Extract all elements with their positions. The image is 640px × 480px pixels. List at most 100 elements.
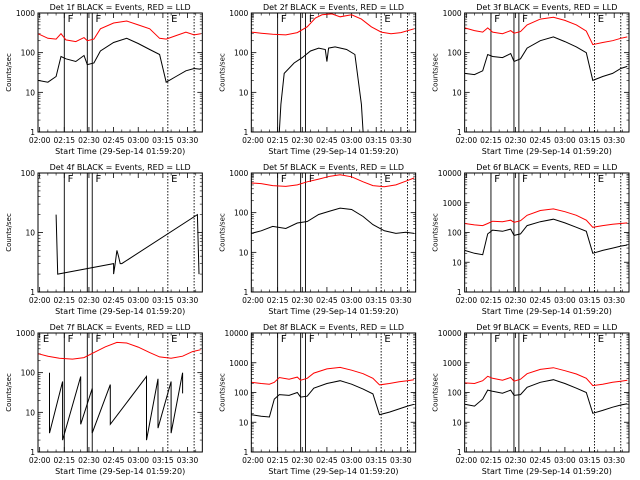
x-tick-label: 02:45 — [103, 456, 125, 465]
lld-series-line — [251, 174, 415, 188]
panel-det-2: Det 2f BLACK = Events, RED = LLD Counts/s… — [218, 3, 417, 156]
x-tick-label: 02:15 — [267, 296, 289, 305]
panel-det-7: Det 7f BLACK = Events, RED = LLD Counts/s… — [5, 323, 203, 476]
panel-det-9: Det 9f BLACK = Events, RED = LLD Counts/s… — [432, 323, 630, 476]
x-tick-label: 02:30 — [291, 136, 313, 145]
panel-title: Det 5f BLACK = Events, RED = LLD — [263, 163, 404, 172]
x-tick-label: 02:45 — [316, 296, 338, 305]
panel-title: Det 9f BLACK = Events, RED = LLD — [476, 323, 617, 332]
panel-det-5: Det 5f BLACK = Events, RED = LLD Counts/s… — [218, 163, 417, 316]
event-marker-letter: E — [384, 14, 390, 25]
y-tick-label: 10 — [239, 248, 249, 257]
y-tick-label: 1000 — [229, 359, 248, 368]
x-tick-label: 03:15 — [152, 456, 174, 465]
x-tick-label: 02:45 — [529, 296, 551, 305]
panel-title: Det 8f BLACK = Events, RED = LLD — [263, 323, 404, 332]
events-series-line — [464, 218, 628, 256]
y-tick-label: 100 — [21, 49, 36, 58]
x-tick-label: 03:30 — [603, 296, 625, 305]
event-marker-letter: E — [598, 334, 604, 345]
x-axis-label: Start Time (29-Sep-14 01:59:20) — [268, 307, 398, 316]
y-tick-label: 100 — [447, 389, 462, 398]
event-marker-letter: F — [281, 174, 287, 185]
event-marker-letter: F — [281, 334, 287, 345]
x-tick-label: 02:30 — [291, 456, 313, 465]
y-tick-label: 1 — [30, 288, 35, 297]
lld-series-line — [37, 20, 201, 43]
x-axis-label: Start Time (29-Sep-14 01:59:20) — [482, 467, 612, 476]
event-marker-letter: F — [522, 14, 528, 25]
x-tick-label: 03:00 — [127, 296, 149, 305]
panel-title: Det 7f BLACK = Events, RED = LLD — [50, 323, 191, 332]
events-series-line — [278, 46, 364, 133]
y-tick-label: 10 — [452, 88, 462, 97]
x-axis-label: Start Time (29-Sep-14 01:59:20) — [55, 307, 185, 316]
x-tick-label: 03:15 — [579, 296, 601, 305]
event-marker-letter: F — [522, 334, 528, 345]
lld-series-line — [464, 16, 628, 46]
x-axis-label: Start Time (29-Sep-14 01:59:20) — [268, 467, 398, 476]
x-tick-label: 02:15 — [480, 296, 502, 305]
y-tick-label: 1 — [244, 288, 249, 297]
y-tick-label: 10 — [452, 418, 462, 427]
event-marker-letter: E — [384, 174, 390, 185]
event-marker-letter: F — [68, 14, 74, 25]
y-tick-label: 1000 — [229, 169, 248, 178]
y-tick-label: 1000 — [443, 359, 462, 368]
y-tick-label: 100 — [234, 209, 249, 218]
y-tick-label: 1 — [30, 128, 35, 137]
x-axis-label: Start Time (29-Sep-14 01:59:20) — [55, 147, 185, 156]
panel-det-1: Det 1f BLACK = Events, RED = LLD Counts/s… — [5, 3, 203, 156]
y-tick-label: 1000 — [16, 329, 35, 338]
x-tick-label: 02:30 — [505, 456, 527, 465]
y-tick-label: 100 — [234, 389, 249, 398]
event-marker-letter: E — [43, 334, 49, 345]
event-marker-letter: E — [171, 334, 177, 345]
event-marker-letter: E — [598, 174, 604, 185]
x-tick-label: 02:30 — [78, 296, 100, 305]
x-tick-label: 03:15 — [365, 136, 387, 145]
y-axis-label: Counts/sec — [5, 373, 13, 412]
lld-series-line — [251, 366, 415, 386]
panel-det-8: Det 8f BLACK = Events, RED = LLD Counts/s… — [218, 323, 417, 476]
x-tick-label: 02:15 — [480, 456, 502, 465]
x-tick-label: 02:30 — [78, 136, 100, 145]
y-tick-label: 1 — [244, 128, 249, 137]
x-tick-label: 03:00 — [127, 456, 149, 465]
y-tick-label: 1000 — [229, 9, 248, 18]
event-marker-letter: E — [171, 174, 177, 185]
plot-frame — [464, 332, 630, 453]
panel-title: Det 6f BLACK = Events, RED = LLD — [476, 163, 617, 172]
x-tick-label: 03:30 — [390, 136, 412, 145]
x-tick-label: 03:30 — [177, 296, 199, 305]
event-marker-letter: F — [309, 14, 315, 25]
x-tick-label: 03:00 — [554, 296, 576, 305]
event-marker-letter: F — [68, 174, 74, 185]
y-axis-label: Counts/sec — [218, 53, 226, 92]
x-tick-label: 02:00 — [29, 456, 51, 465]
x-tick-label: 02:30 — [505, 296, 527, 305]
x-tick-label: 02:45 — [316, 456, 338, 465]
y-axis-label: Counts/sec — [5, 213, 13, 252]
y-tick-label: 1000 — [16, 9, 35, 18]
panel-det-6: Det 6f BLACK = Events, RED = LLD Counts/s… — [432, 163, 630, 316]
x-tick-label: 03:15 — [365, 296, 387, 305]
plot-frame — [250, 172, 417, 293]
event-marker-letter: F — [68, 334, 74, 345]
x-tick-label: 02:00 — [29, 296, 51, 305]
y-tick-label: 10 — [25, 88, 35, 97]
x-tick-label: 03:00 — [341, 456, 363, 465]
y-tick-label: 1 — [457, 288, 462, 297]
plot-frame — [250, 12, 417, 133]
y-tick-label: 1 — [457, 128, 462, 137]
y-axis-label: Counts/sec — [5, 53, 13, 92]
y-tick-label: 10000 — [438, 329, 462, 338]
event-marker-letter: F — [96, 14, 102, 25]
x-tick-label: 02:45 — [103, 296, 125, 305]
lld-series-line — [464, 208, 628, 228]
panel-det-4: Det 4f BLACK = Events, RED = LLD Counts/s… — [5, 163, 203, 316]
y-tick-label: 10000 — [224, 329, 248, 338]
x-tick-label: 02:15 — [53, 136, 75, 145]
x-tick-label: 02:30 — [505, 136, 527, 145]
